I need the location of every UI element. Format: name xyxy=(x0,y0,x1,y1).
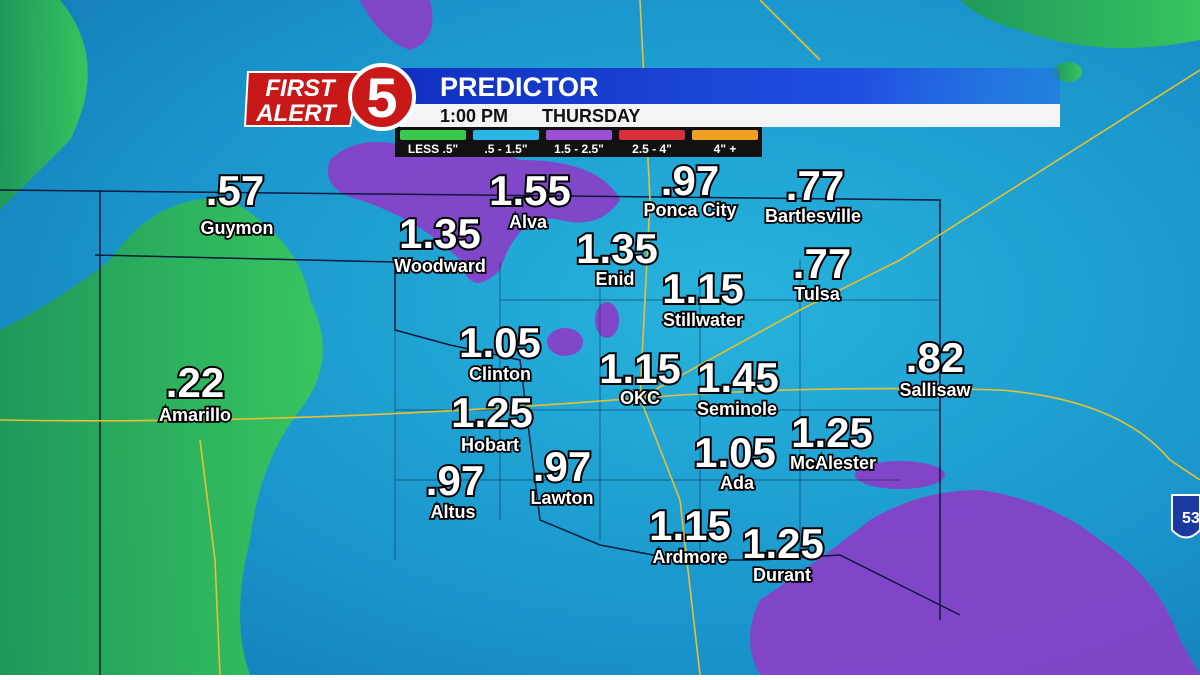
legend-swatch xyxy=(619,130,685,140)
legend-label: 1.5 - 2.5" xyxy=(554,142,604,156)
rain-total: .82 xyxy=(906,334,964,381)
rain-total: .97 xyxy=(426,457,484,504)
rain-total: 1.05 xyxy=(459,319,541,366)
brand-badge xyxy=(243,71,362,127)
rain-total: 1.25 xyxy=(742,520,824,567)
legend-swatch xyxy=(473,130,539,140)
city-name: Lawton xyxy=(531,488,594,508)
rain-total: 1.15 xyxy=(599,345,681,392)
brand-line1: FIRST xyxy=(265,75,337,102)
brand-line2: ALERT xyxy=(255,100,338,127)
title-bar xyxy=(400,68,1060,104)
title: PREDICTOR xyxy=(440,72,599,102)
city-name: Sallisaw xyxy=(899,380,971,400)
rain-total: 1.35 xyxy=(576,225,658,272)
time: 1:00 PM xyxy=(440,106,508,126)
rain-total: .77 xyxy=(793,240,851,287)
rain-total: .97 xyxy=(533,443,591,490)
city-name: Bartlesville xyxy=(765,206,861,226)
city-name: Ponca City xyxy=(643,200,736,220)
city-name: Enid xyxy=(596,269,635,289)
city-name: Tulsa xyxy=(794,284,841,304)
interstate-shield: 53 xyxy=(1171,494,1200,539)
legend-swatch xyxy=(546,130,612,140)
city-name: Clinton xyxy=(469,364,531,384)
precip-purple xyxy=(328,0,1200,675)
rain-total: .22 xyxy=(166,359,224,406)
city-name: Altus xyxy=(431,502,476,522)
legend-label: 4" + xyxy=(714,142,737,156)
rain-total: 1.55 xyxy=(489,167,571,214)
brand-number: 5 xyxy=(366,66,397,129)
rain-total: 1.25 xyxy=(791,409,873,456)
city-name: Alva xyxy=(509,212,548,232)
city-name: Hobart xyxy=(461,435,519,455)
city-name: Ada xyxy=(720,473,755,493)
shield-label: 53 xyxy=(1182,510,1200,527)
rain-total: 1.25 xyxy=(451,389,533,436)
legend-label: LESS .5" xyxy=(408,142,458,156)
city-name: McAlester xyxy=(790,453,876,473)
legend-swatch xyxy=(400,130,466,140)
rain-total: .77 xyxy=(786,162,844,209)
state-borders xyxy=(0,189,961,675)
header: FIRST ALERT 5 PREDICTOR 1:00 PM THURSDAY… xyxy=(243,63,1060,157)
rain-total: 1.35 xyxy=(399,210,481,257)
city-name: Ardmore xyxy=(652,547,727,567)
city-name: Woodward xyxy=(394,256,486,276)
city-name: Seminole xyxy=(697,399,777,419)
city-name: Amarillo xyxy=(159,405,231,425)
brand-circle xyxy=(348,63,416,131)
city-name: Guymon xyxy=(200,218,273,238)
time-bar xyxy=(400,104,1060,127)
rain-total: 1.15 xyxy=(662,265,744,312)
rain-total: .97 xyxy=(661,157,719,204)
rain-total: 1.45 xyxy=(697,354,779,401)
rain-total: 1.05 xyxy=(694,429,776,476)
day: THURSDAY xyxy=(542,106,640,126)
city-name: Stillwater xyxy=(663,310,743,330)
rain-total: .57 xyxy=(206,167,264,214)
city-name: OKC xyxy=(620,388,660,408)
legend-label: .5 - 1.5" xyxy=(484,142,527,156)
legend-swatch xyxy=(692,130,758,140)
city-name: Durant xyxy=(753,565,811,585)
legend-label: 2.5 - 4" xyxy=(632,142,672,156)
rain-total: 1.15 xyxy=(649,502,731,549)
